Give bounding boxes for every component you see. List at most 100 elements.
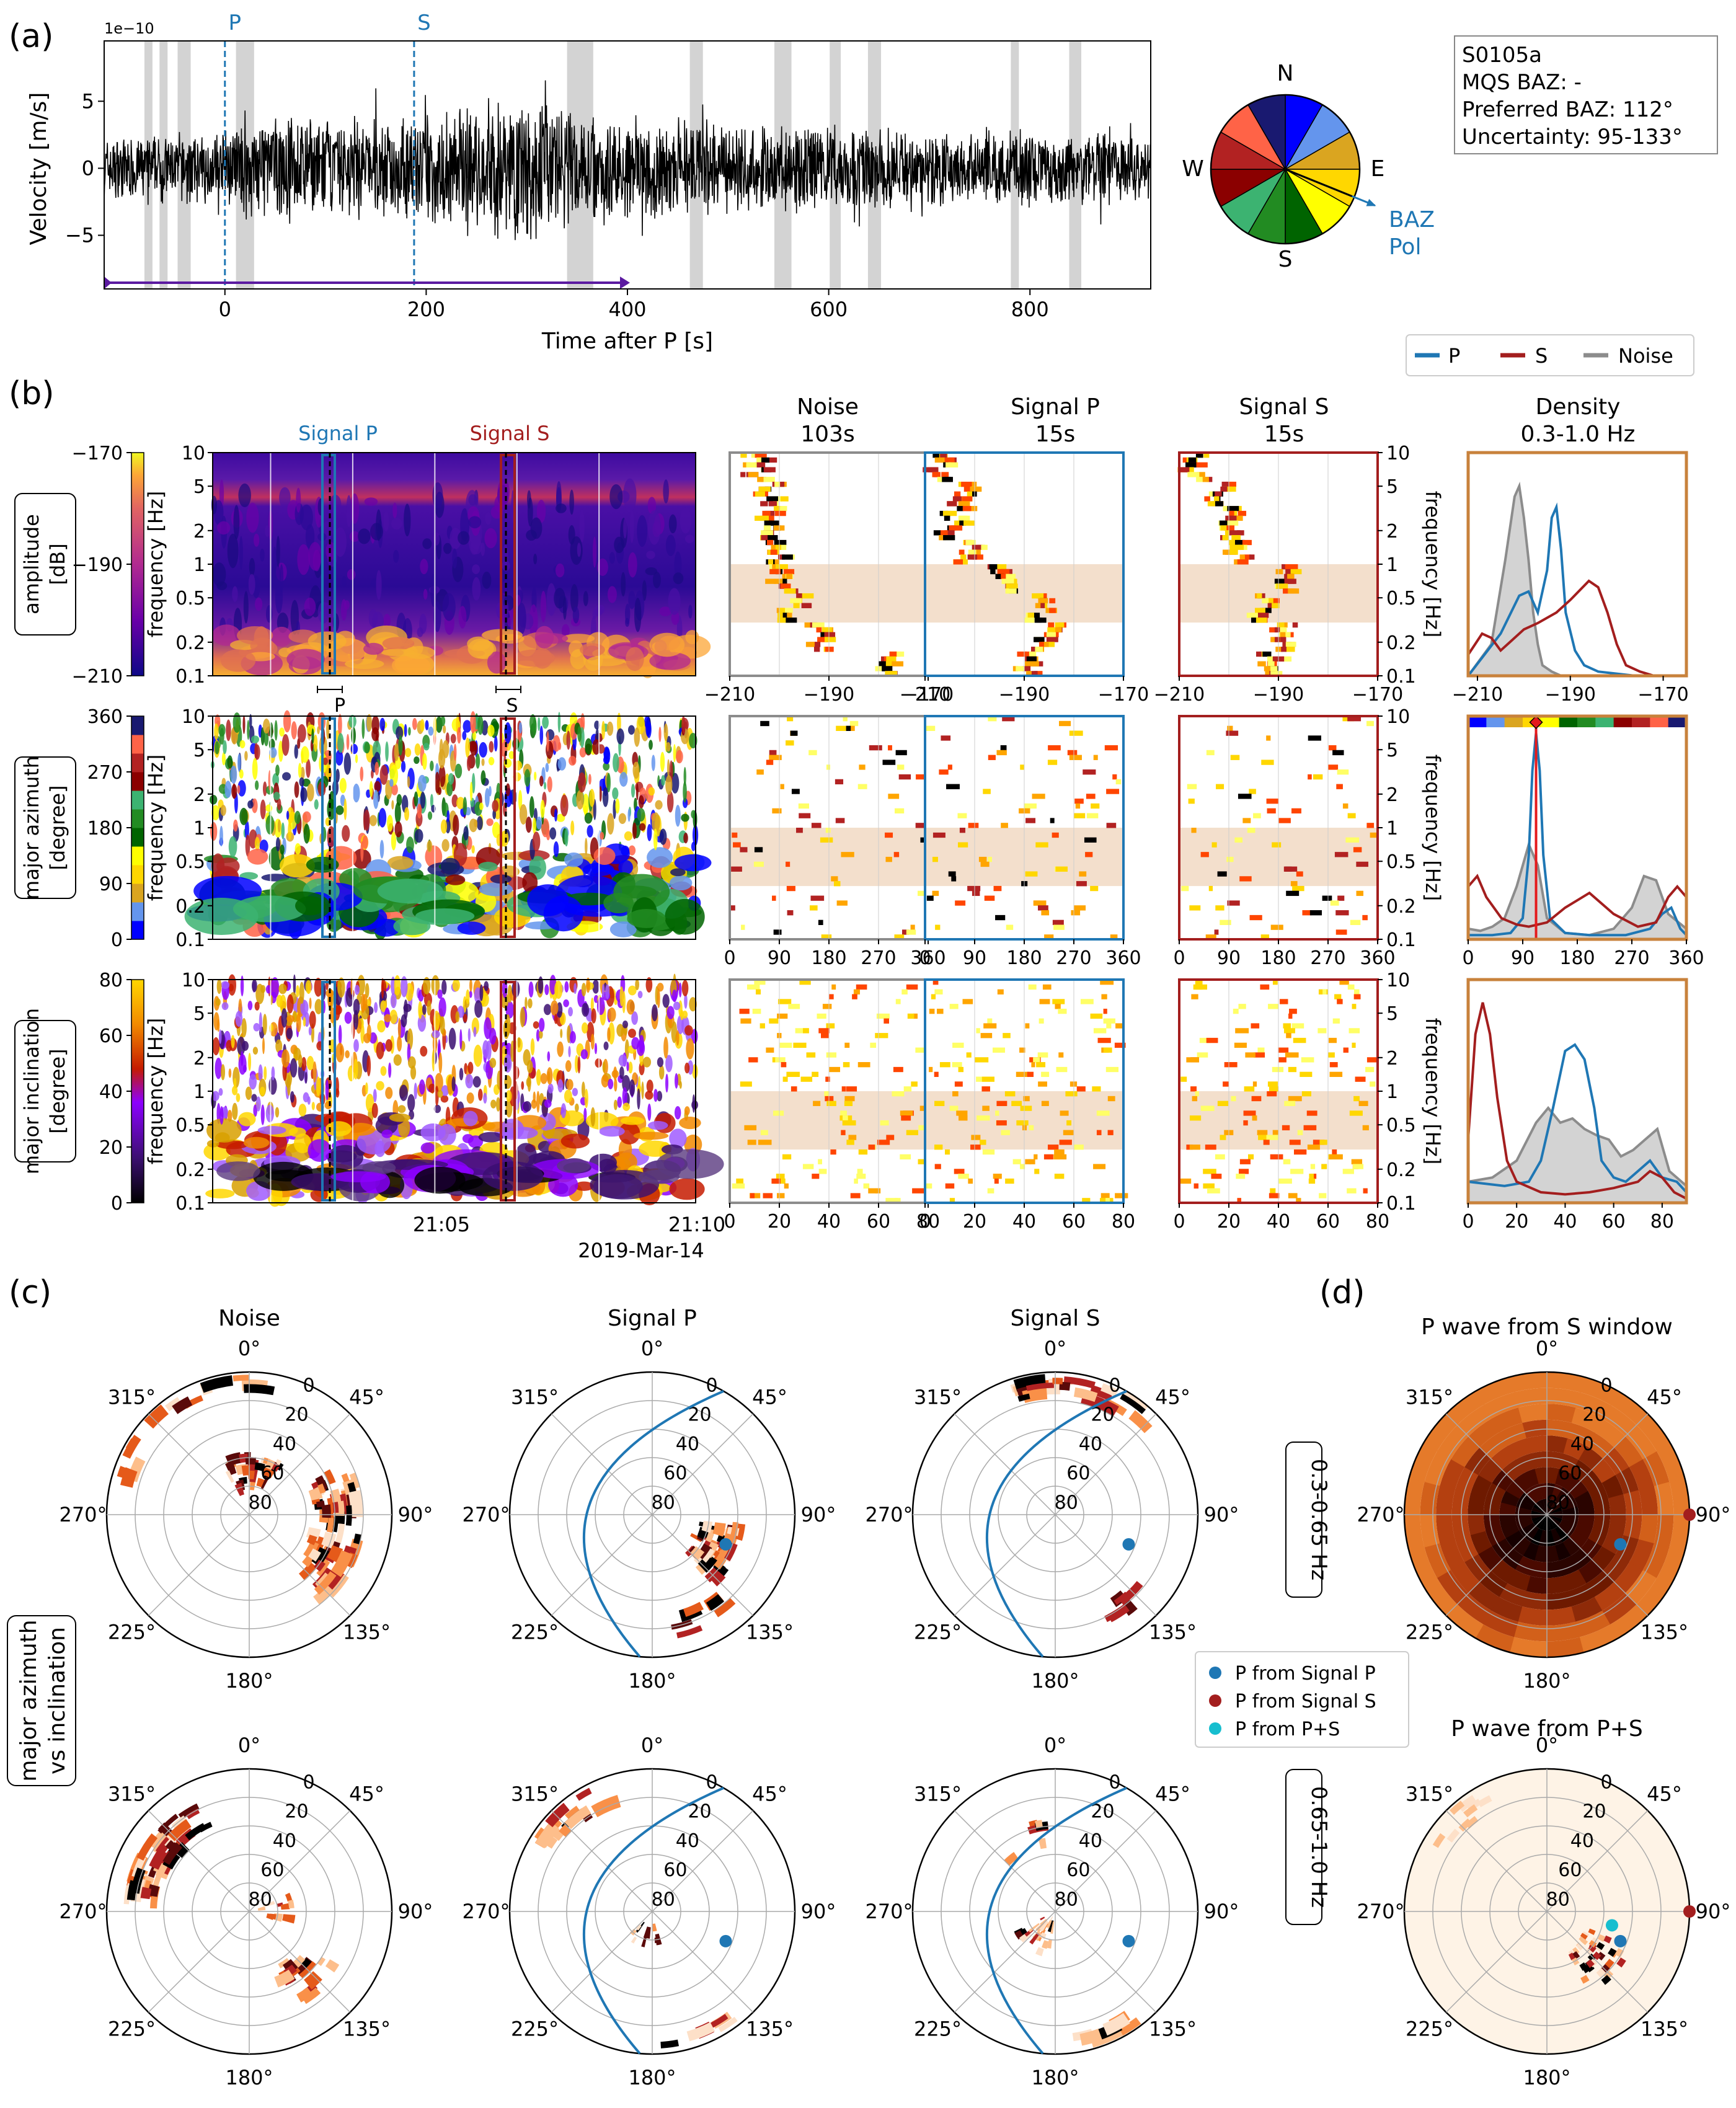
pol-texture bbox=[494, 735, 498, 752]
polar-r-label: 0 bbox=[706, 1375, 717, 1397]
pol-texture bbox=[223, 740, 227, 755]
hist-cell bbox=[1370, 1066, 1375, 1073]
pc-title-signal-p: Signal P bbox=[608, 1306, 697, 1331]
hist-cell bbox=[1262, 598, 1269, 604]
amp-texture bbox=[652, 571, 661, 588]
amp-texture bbox=[482, 571, 492, 589]
pol-texture bbox=[212, 1037, 220, 1056]
hist-cell bbox=[944, 457, 955, 463]
pol-texture bbox=[665, 775, 673, 795]
pol-texture bbox=[544, 1099, 552, 1108]
hist-x-tick-label: 60 bbox=[1062, 1211, 1086, 1233]
polar-d-cell bbox=[1669, 1515, 1690, 1553]
hist-cell bbox=[1052, 919, 1064, 926]
polar-cell bbox=[1025, 1383, 1054, 1391]
hist-cell bbox=[740, 472, 746, 477]
pol-texture bbox=[671, 1021, 678, 1043]
polar-d-cell bbox=[1558, 1492, 1575, 1507]
hist-cell bbox=[744, 1125, 757, 1131]
hist-cell bbox=[980, 861, 990, 867]
cbar-tick-label: 360 bbox=[87, 706, 123, 728]
hist-cell bbox=[760, 501, 768, 507]
pol-texture bbox=[447, 1075, 454, 1095]
polar-cell bbox=[172, 1396, 193, 1414]
pol-texture bbox=[231, 1035, 235, 1048]
amp-texture-low bbox=[250, 637, 275, 654]
hist-cell bbox=[843, 1062, 850, 1068]
polar-spoke bbox=[551, 1413, 653, 1515]
hist-cell bbox=[1012, 1159, 1021, 1164]
colorbar-az-seg-4 bbox=[131, 846, 144, 866]
polar-az-label: 225° bbox=[108, 1621, 156, 1644]
hist-cell bbox=[1024, 618, 1035, 623]
polar-d-cell bbox=[1638, 1515, 1658, 1544]
hist-cell bbox=[777, 618, 789, 623]
pol-texture bbox=[391, 800, 394, 810]
pol-texture bbox=[407, 1056, 416, 1069]
pol-texture bbox=[666, 742, 671, 752]
baz-label: BAZ bbox=[1389, 207, 1435, 232]
pol-texture bbox=[457, 921, 486, 935]
freq-tick-label: 0.2 bbox=[175, 1159, 205, 1181]
hist-cell bbox=[885, 1198, 898, 1203]
hist-cell bbox=[1223, 549, 1231, 555]
row-label-1: major azimuth bbox=[20, 756, 43, 900]
time-tick-2: 21:10 bbox=[668, 1213, 725, 1236]
right-freq-tick-label: 0.5 bbox=[1386, 1115, 1416, 1136]
pol-texture-low bbox=[603, 893, 634, 914]
amp-texture-low bbox=[649, 652, 691, 670]
hist-cell bbox=[826, 1100, 836, 1106]
hist-cell bbox=[816, 627, 822, 633]
polar-az-label: 0° bbox=[1044, 1337, 1066, 1360]
right-freq-tick-label: 0.2 bbox=[1386, 632, 1416, 654]
hist-x-tick-label: −190 bbox=[804, 684, 854, 706]
hist-cell bbox=[1038, 905, 1048, 911]
hist-cell bbox=[1332, 1018, 1340, 1024]
hist-cell bbox=[982, 1149, 995, 1155]
amp-texture bbox=[265, 525, 270, 537]
cbar-tick-label: 60 bbox=[99, 1025, 123, 1047]
hist-cell bbox=[868, 1188, 877, 1194]
hist-cell bbox=[1016, 1071, 1029, 1078]
amp-texture bbox=[452, 548, 458, 569]
pol-texture bbox=[211, 1091, 219, 1101]
hist-cell bbox=[777, 999, 792, 1004]
polar-cell bbox=[186, 1809, 200, 1820]
hist-cell bbox=[1282, 656, 1292, 662]
hist-cell bbox=[1005, 588, 1017, 594]
polar-d-cell bbox=[1563, 1438, 1587, 1460]
pol-texture bbox=[423, 976, 431, 994]
polar-d-cell bbox=[1547, 1372, 1585, 1393]
pol-texture bbox=[384, 1014, 392, 1022]
hist-cell bbox=[1282, 1125, 1290, 1131]
hist-cell bbox=[1291, 1023, 1304, 1029]
amp-texture-low bbox=[562, 634, 595, 644]
density-line-P bbox=[1468, 732, 1688, 937]
polar-az-label: 180° bbox=[1523, 1669, 1570, 1693]
hist-cell bbox=[915, 1047, 928, 1053]
polar-r-label: 40 bbox=[1570, 1433, 1594, 1455]
hist-cell bbox=[1365, 1066, 1371, 1073]
hist-cell bbox=[1001, 574, 1007, 579]
hist-cell bbox=[1239, 1169, 1249, 1174]
hist-cell bbox=[1243, 1120, 1248, 1126]
hist-cell bbox=[1059, 720, 1071, 727]
hist-x-tick-label: −190 bbox=[999, 684, 1050, 706]
data-gap-1 bbox=[159, 41, 168, 289]
pol-texture bbox=[609, 921, 637, 937]
hist-cell bbox=[949, 1004, 959, 1009]
y-offset-label: 1e−10 bbox=[104, 20, 154, 37]
marker-legend-p-signal-s bbox=[1209, 1694, 1221, 1707]
hist-cell bbox=[1244, 554, 1251, 560]
pol-texture bbox=[260, 727, 265, 746]
polar-r-label: 20 bbox=[688, 1404, 711, 1426]
pol-texture bbox=[428, 1083, 436, 1093]
hist-cell bbox=[1342, 1169, 1354, 1174]
hist-x-tick-label: 20 bbox=[1217, 1211, 1241, 1233]
hist-cell bbox=[1029, 613, 1040, 618]
pol-texture bbox=[606, 773, 611, 792]
hist-cell bbox=[1043, 1154, 1053, 1160]
pol-texture bbox=[488, 756, 495, 766]
